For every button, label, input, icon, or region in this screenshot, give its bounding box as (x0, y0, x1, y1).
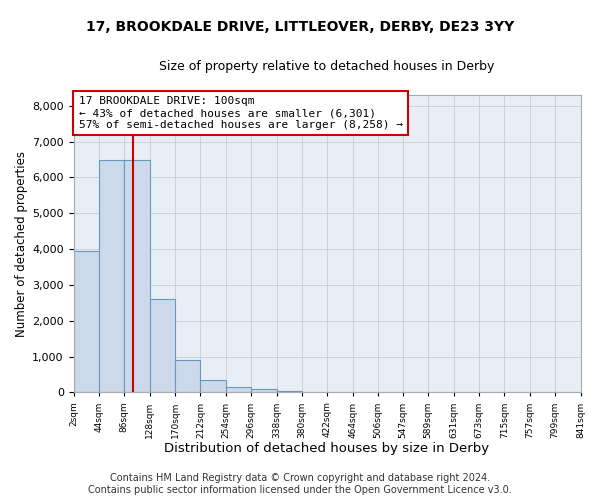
Bar (74, 251, 99, 392)
Bar (200, 380, 226, 392)
Bar (251, 389, 277, 392)
Bar (124, 160, 149, 392)
Bar (149, 300, 175, 392)
Bar (226, 387, 251, 392)
Text: 17 BROOKDALE DRIVE: 100sqm
← 43% of detached houses are smaller (6,301)
57% of s: 17 BROOKDALE DRIVE: 100sqm ← 43% of deta… (79, 96, 403, 130)
Bar (175, 360, 200, 392)
Text: Contains HM Land Registry data © Crown copyright and database right 2024.
Contai: Contains HM Land Registry data © Crown c… (88, 474, 512, 495)
Bar (277, 390, 302, 392)
Y-axis label: Number of detached properties: Number of detached properties (15, 150, 28, 336)
Bar (99, 160, 124, 392)
Title: Size of property relative to detached houses in Derby: Size of property relative to detached ho… (160, 60, 494, 73)
X-axis label: Distribution of detached houses by size in Derby: Distribution of detached houses by size … (164, 442, 490, 455)
Text: 17, BROOKDALE DRIVE, LITTLEOVER, DERBY, DE23 3YY: 17, BROOKDALE DRIVE, LITTLEOVER, DERBY, … (86, 20, 514, 34)
